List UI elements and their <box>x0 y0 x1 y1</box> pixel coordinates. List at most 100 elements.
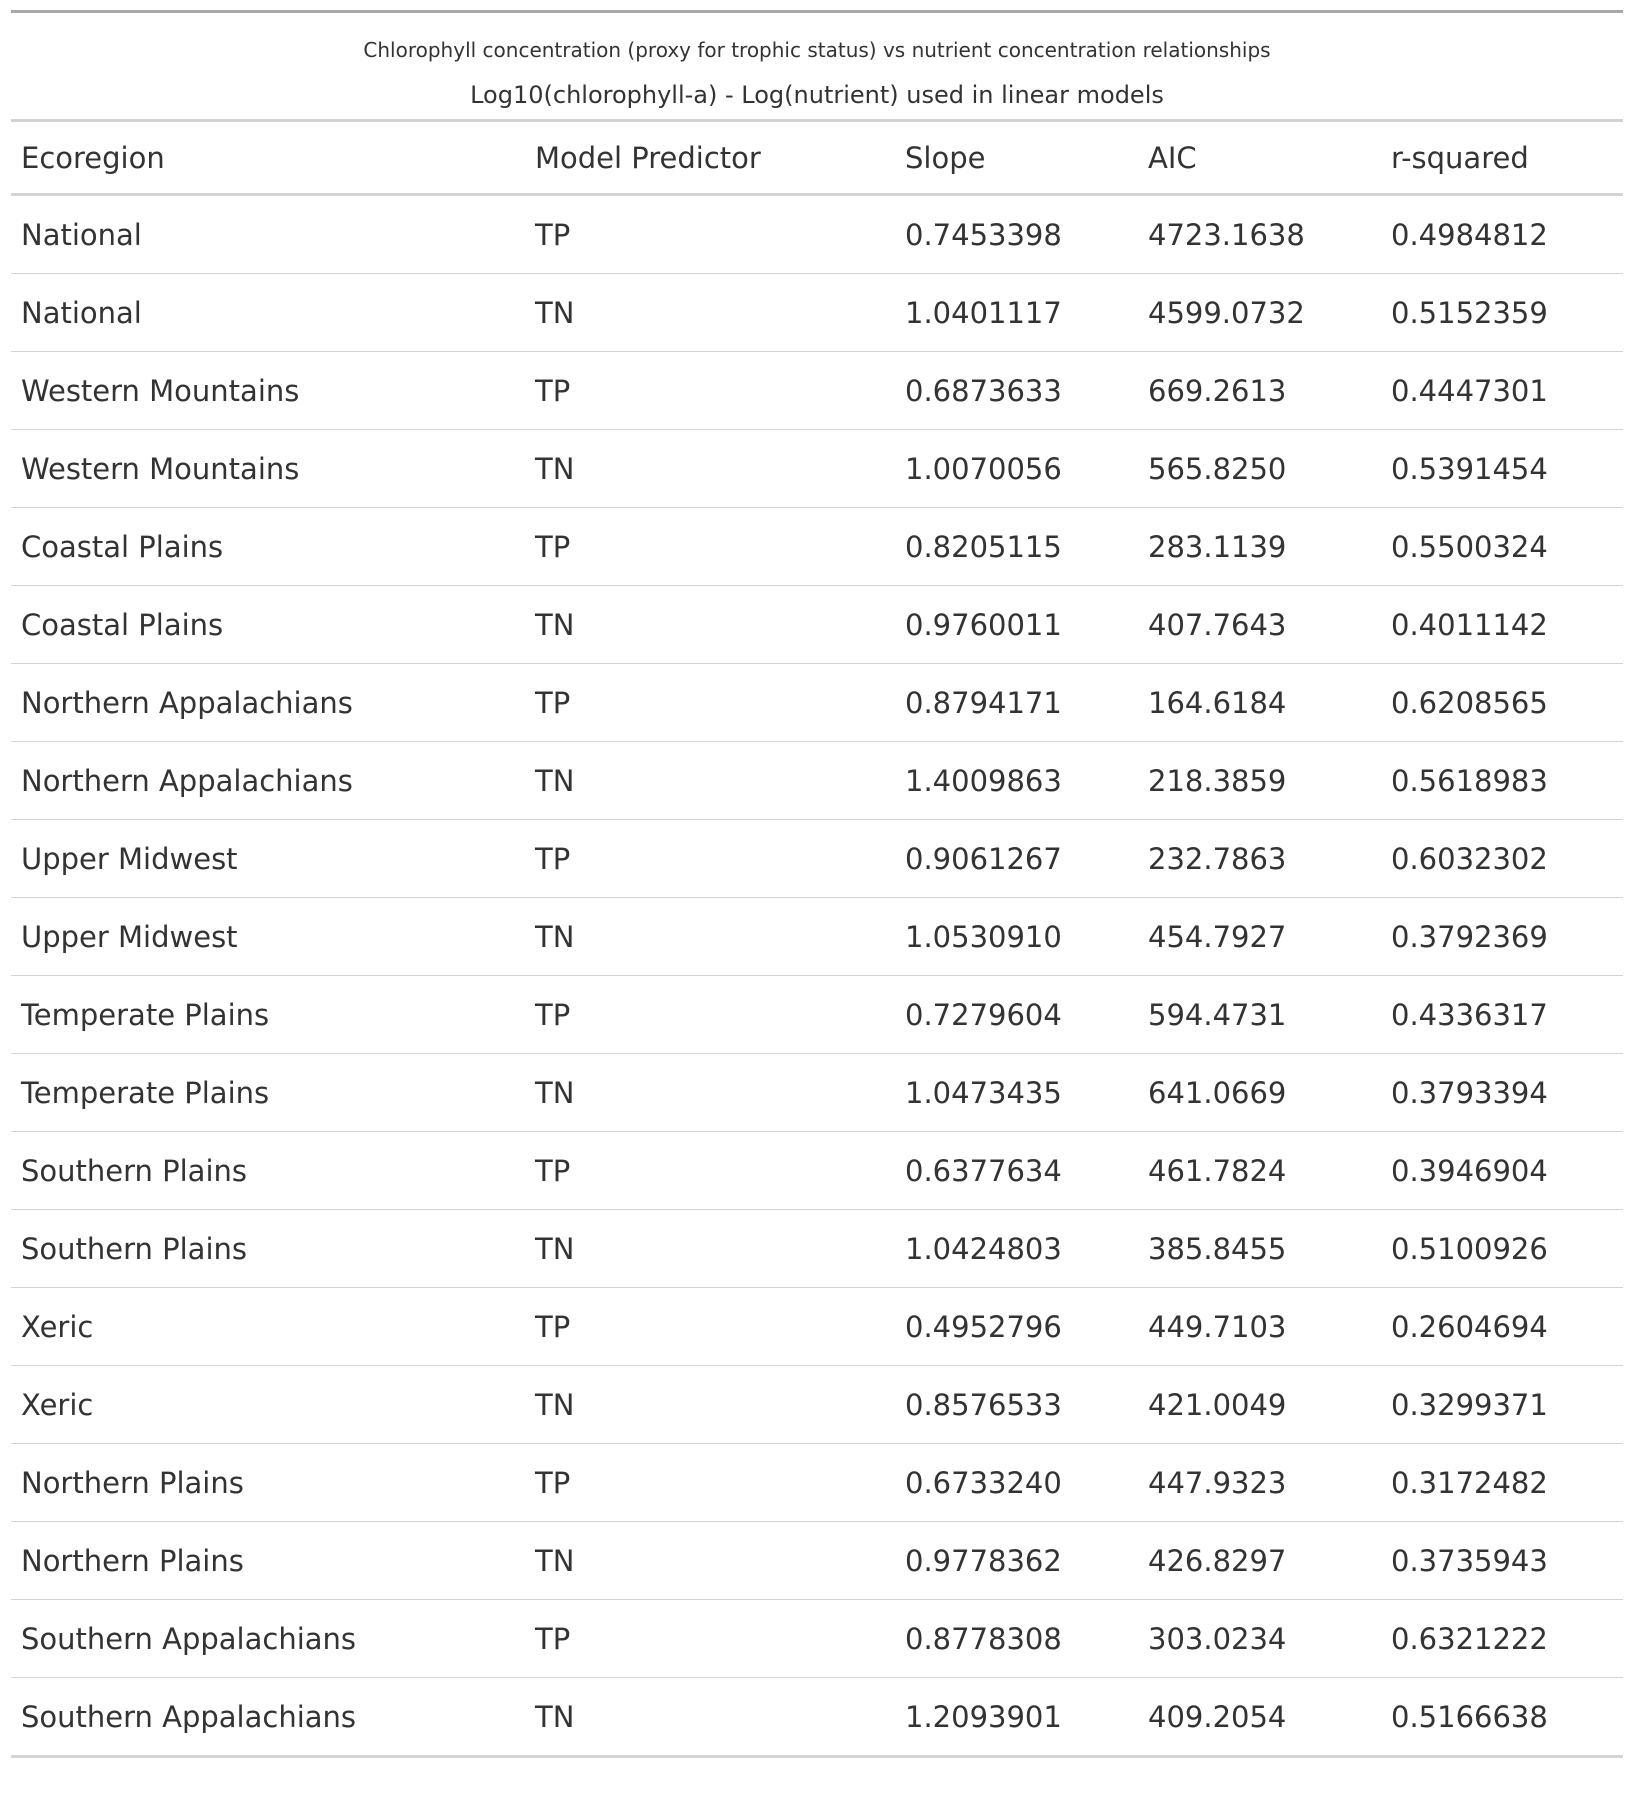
ecoregion-cell: National <box>11 194 525 274</box>
aic-cell: 232.7863 <box>1138 819 1381 898</box>
model-predictor-cell: TN <box>525 1365 895 1444</box>
aic-cell: 164.6184 <box>1138 663 1381 742</box>
table-row: Coastal Plains TP 0.8205115 283.1139 0.55003… <box>11 507 1623 586</box>
slope-cell: 0.9061267 <box>895 819 1138 898</box>
slope-cell: 0.8794171 <box>895 663 1138 742</box>
ecoregion-cell: Northern Plains <box>11 1521 525 1600</box>
ecoregion-cell: Upper Midwest <box>11 819 525 898</box>
model-predictor-cell: TP <box>525 819 895 898</box>
ecoregion-cell: Southern Appalachians <box>11 1599 525 1678</box>
aic-cell: 449.7103 <box>1138 1287 1381 1366</box>
slope-cell: 1.0424803 <box>895 1209 1138 1288</box>
table-header: Ecoregion Model Predictor Slope AIC r-sq… <box>11 122 1623 196</box>
table-body: National TP 0.7453398 4723.1638 0.4984812 Nat… <box>11 194 1623 1758</box>
model-predictor-cell: TN <box>525 897 895 976</box>
r-squared-cell: 0.5100926 <box>1381 1209 1623 1288</box>
aic-cell: 218.3859 <box>1138 741 1381 820</box>
table-title: Chlorophyll concentration (proxy for tro… <box>363 38 1271 62</box>
model-predictor-cell: TN <box>525 1677 895 1758</box>
ecoregion-cell: Northern Plains <box>11 1443 525 1522</box>
aic-cell: 385.8455 <box>1138 1209 1381 1288</box>
slope-cell: 0.8778308 <box>895 1599 1138 1678</box>
aic-cell: 4599.0732 <box>1138 273 1381 352</box>
model-predictor-cell: TP <box>525 507 895 586</box>
model-predictor-cell: TN <box>525 273 895 352</box>
table-row: Temperate Plains TP 0.7279604 594.4731 0.433… <box>11 975 1623 1054</box>
table-row: Northern Plains TN 0.9778362 426.8297 0.3735… <box>11 1521 1623 1600</box>
slope-cell: 0.4952796 <box>895 1287 1138 1366</box>
aic-cell: 447.9323 <box>1138 1443 1381 1522</box>
ecoregion-cell: Coastal Plains <box>11 507 525 586</box>
ecoregion-cell: Southern Plains <box>11 1131 525 1210</box>
ecoregion-cell: Southern Plains <box>11 1209 525 1288</box>
ecoregion-cell: Xeric <box>11 1287 525 1366</box>
aic-cell: 461.7824 <box>1138 1131 1381 1210</box>
column-header-slope: Slope <box>895 122 1138 196</box>
aic-cell: 454.7927 <box>1138 897 1381 976</box>
ecoregion-cell: National <box>11 273 525 352</box>
r-squared-cell: 0.6321222 <box>1381 1599 1623 1678</box>
table-row: Western Mountains TP 0.6873633 669.2613 0.44… <box>11 351 1623 430</box>
model-predictor-cell: TN <box>525 1053 895 1132</box>
column-header-r-squared: r-squared <box>1381 122 1623 196</box>
aic-cell: 303.0234 <box>1138 1599 1381 1678</box>
slope-cell: 0.9778362 <box>895 1521 1138 1600</box>
aic-cell: 283.1139 <box>1138 507 1381 586</box>
model-predictor-cell: TP <box>525 1443 895 1522</box>
table-row: Temperate Plains TN 1.0473435 641.0669 0.379… <box>11 1053 1623 1132</box>
model-predictor-cell: TN <box>525 1521 895 1600</box>
model-predictor-cell: TN <box>525 741 895 820</box>
table-row: Western Mountains TN 1.0070056 565.8250 0.53… <box>11 429 1623 508</box>
table-row: Xeric TN 0.8576533 421.0049 0.3299371 <box>11 1365 1623 1444</box>
table-row: Southern Plains TP 0.6377634 461.7824 0.3946… <box>11 1131 1623 1210</box>
r-squared-cell: 0.6032302 <box>1381 819 1623 898</box>
aic-cell: 407.7643 <box>1138 585 1381 664</box>
model-predictor-cell: TP <box>525 351 895 430</box>
table-row: Xeric TP 0.4952796 449.7103 0.2604694 <box>11 1287 1623 1366</box>
aic-cell: 641.0669 <box>1138 1053 1381 1132</box>
slope-cell: 0.7279604 <box>895 975 1138 1054</box>
table-row: Southern Appalachians TN 1.2093901 409.2054… <box>11 1677 1623 1758</box>
r-squared-cell: 0.3735943 <box>1381 1521 1623 1600</box>
column-header-aic: AIC <box>1138 122 1381 196</box>
table-row: Upper Midwest TP 0.9061267 232.7863 0.603230… <box>11 819 1623 898</box>
table-row: Northern Plains TP 0.6733240 447.9323 0.3172… <box>11 1443 1623 1522</box>
ecoregion-cell: Northern Appalachians <box>11 741 525 820</box>
r-squared-cell: 0.4984812 <box>1381 194 1623 274</box>
table-row: Southern Appalachians TP 0.8778308 303.0234… <box>11 1599 1623 1678</box>
table-row: Southern Plains TN 1.0424803 385.8455 0.5100… <box>11 1209 1623 1288</box>
ecoregion-cell: Xeric <box>11 1365 525 1444</box>
aic-cell: 669.2613 <box>1138 351 1381 430</box>
r-squared-cell: 0.3946904 <box>1381 1131 1623 1210</box>
model-predictor-cell: TP <box>525 975 895 1054</box>
aic-cell: 421.0049 <box>1138 1365 1381 1444</box>
model-predictor-cell: TP <box>525 1599 895 1678</box>
table-row: Coastal Plains TN 0.9760011 407.7643 0.40111… <box>11 585 1623 664</box>
aic-cell: 4723.1638 <box>1138 194 1381 274</box>
ecoregion-cell: Upper Midwest <box>11 897 525 976</box>
r-squared-cell: 0.5500324 <box>1381 507 1623 586</box>
model-predictor-cell: TP <box>525 1131 895 1210</box>
aic-cell: 426.8297 <box>1138 1521 1381 1600</box>
model-predictor-cell: TP <box>525 663 895 742</box>
ecoregion-cell: Western Mountains <box>11 351 525 430</box>
aic-cell: 409.2054 <box>1138 1677 1381 1758</box>
r-squared-cell: 0.3792369 <box>1381 897 1623 976</box>
slope-cell: 0.9760011 <box>895 585 1138 664</box>
table-row: National TP 0.7453398 4723.1638 0.4984812 <box>11 194 1623 274</box>
table-top-rule <box>11 10 1623 13</box>
r-squared-cell: 0.3172482 <box>1381 1443 1623 1522</box>
model-predictor-cell: TP <box>525 194 895 274</box>
model-predictor-cell: TN <box>525 1209 895 1288</box>
model-predictor-cell: TN <box>525 429 895 508</box>
ecoregion-cell: Coastal Plains <box>11 585 525 664</box>
ecoregion-cell: Northern Appalachians <box>11 663 525 742</box>
ecoregion-cell: Western Mountains <box>11 429 525 508</box>
ecoregion-cell: Temperate Plains <box>11 1053 525 1132</box>
column-header-model-predictor: Model Predictor <box>525 122 895 196</box>
slope-cell: 1.0473435 <box>895 1053 1138 1132</box>
table-row: Northern Appalachians TN 1.4009863 218.3859… <box>11 741 1623 820</box>
slope-cell: 0.8576533 <box>895 1365 1138 1444</box>
ecoregion-cell: Temperate Plains <box>11 975 525 1054</box>
header-row: Ecoregion Model Predictor Slope AIC r-sq… <box>11 122 1623 196</box>
